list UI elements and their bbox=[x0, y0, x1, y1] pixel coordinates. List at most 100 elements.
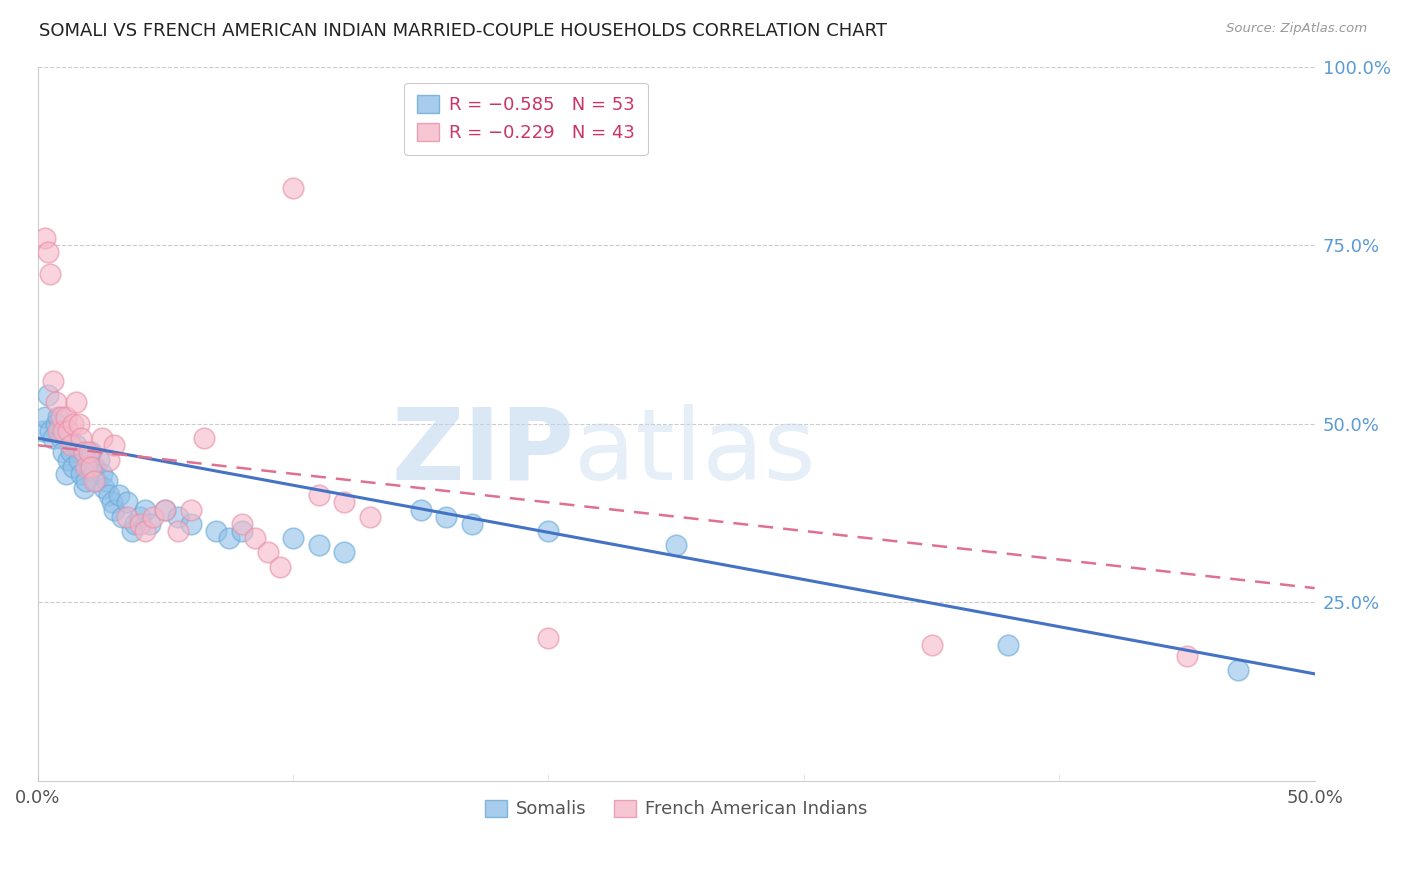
Point bbox=[193, 431, 215, 445]
Point bbox=[359, 509, 381, 524]
Point bbox=[115, 495, 138, 509]
Point bbox=[83, 474, 105, 488]
Point bbox=[45, 417, 67, 431]
Point bbox=[75, 474, 97, 488]
Point bbox=[155, 502, 177, 516]
Point bbox=[77, 445, 100, 459]
Point bbox=[128, 516, 150, 531]
Point bbox=[80, 445, 103, 459]
Point bbox=[997, 638, 1019, 652]
Point bbox=[70, 467, 93, 481]
Point bbox=[1175, 648, 1198, 663]
Point bbox=[231, 516, 253, 531]
Point bbox=[115, 509, 138, 524]
Point bbox=[98, 488, 121, 502]
Point bbox=[52, 424, 75, 438]
Point bbox=[67, 452, 90, 467]
Point bbox=[93, 481, 115, 495]
Point bbox=[65, 395, 87, 409]
Point bbox=[49, 409, 72, 424]
Text: atlas: atlas bbox=[574, 404, 815, 501]
Point bbox=[308, 488, 330, 502]
Point bbox=[46, 424, 69, 438]
Point bbox=[205, 524, 228, 538]
Point bbox=[1227, 663, 1250, 677]
Point bbox=[34, 231, 56, 245]
Point bbox=[90, 467, 112, 481]
Point bbox=[70, 431, 93, 445]
Text: ZIP: ZIP bbox=[391, 404, 574, 501]
Point bbox=[83, 459, 105, 474]
Point bbox=[73, 445, 96, 459]
Point bbox=[100, 495, 122, 509]
Point bbox=[139, 516, 162, 531]
Point bbox=[96, 474, 118, 488]
Point bbox=[121, 524, 143, 538]
Point bbox=[98, 452, 121, 467]
Point bbox=[49, 431, 72, 445]
Point bbox=[58, 452, 80, 467]
Point bbox=[103, 438, 125, 452]
Point bbox=[537, 524, 560, 538]
Point bbox=[80, 459, 103, 474]
Point bbox=[62, 417, 84, 431]
Point bbox=[67, 417, 90, 431]
Point bbox=[155, 502, 177, 516]
Text: SOMALI VS FRENCH AMERICAN INDIAN MARRIED-COUPLE HOUSEHOLDS CORRELATION CHART: SOMALI VS FRENCH AMERICAN INDIAN MARRIED… bbox=[39, 22, 887, 40]
Point bbox=[180, 502, 202, 516]
Point bbox=[281, 181, 304, 195]
Point bbox=[180, 516, 202, 531]
Point bbox=[65, 438, 87, 452]
Text: Source: ZipAtlas.com: Source: ZipAtlas.com bbox=[1226, 22, 1367, 36]
Point bbox=[42, 374, 65, 388]
Point bbox=[108, 488, 131, 502]
Point bbox=[134, 524, 156, 538]
Point bbox=[434, 509, 457, 524]
Point bbox=[231, 524, 253, 538]
Point bbox=[333, 545, 356, 559]
Point bbox=[218, 531, 240, 545]
Point bbox=[103, 502, 125, 516]
Point bbox=[59, 438, 82, 452]
Point bbox=[75, 459, 97, 474]
Point bbox=[142, 509, 165, 524]
Point bbox=[39, 267, 62, 281]
Point bbox=[46, 409, 69, 424]
Point bbox=[90, 431, 112, 445]
Point bbox=[39, 424, 62, 438]
Point bbox=[409, 502, 432, 516]
Point bbox=[42, 431, 65, 445]
Point bbox=[58, 424, 80, 438]
Point bbox=[269, 559, 291, 574]
Point bbox=[59, 445, 82, 459]
Point bbox=[52, 445, 75, 459]
Point bbox=[167, 509, 190, 524]
Point bbox=[55, 409, 77, 424]
Point bbox=[134, 502, 156, 516]
Point bbox=[55, 467, 77, 481]
Point bbox=[124, 516, 146, 531]
Point bbox=[77, 459, 100, 474]
Point bbox=[111, 509, 134, 524]
Point bbox=[128, 509, 150, 524]
Point bbox=[333, 495, 356, 509]
Point bbox=[62, 459, 84, 474]
Point bbox=[256, 545, 278, 559]
Point bbox=[281, 531, 304, 545]
Point bbox=[461, 516, 484, 531]
Point bbox=[167, 524, 190, 538]
Point bbox=[537, 631, 560, 645]
Point bbox=[37, 388, 59, 402]
Point bbox=[86, 474, 108, 488]
Point bbox=[665, 538, 688, 552]
Point bbox=[243, 531, 266, 545]
Point bbox=[921, 638, 943, 652]
Point bbox=[31, 424, 53, 438]
Legend: Somalis, French American Indians: Somalis, French American Indians bbox=[478, 792, 875, 826]
Point bbox=[308, 538, 330, 552]
Point bbox=[34, 409, 56, 424]
Point bbox=[87, 452, 110, 467]
Point bbox=[37, 245, 59, 260]
Point bbox=[45, 395, 67, 409]
Point bbox=[73, 481, 96, 495]
